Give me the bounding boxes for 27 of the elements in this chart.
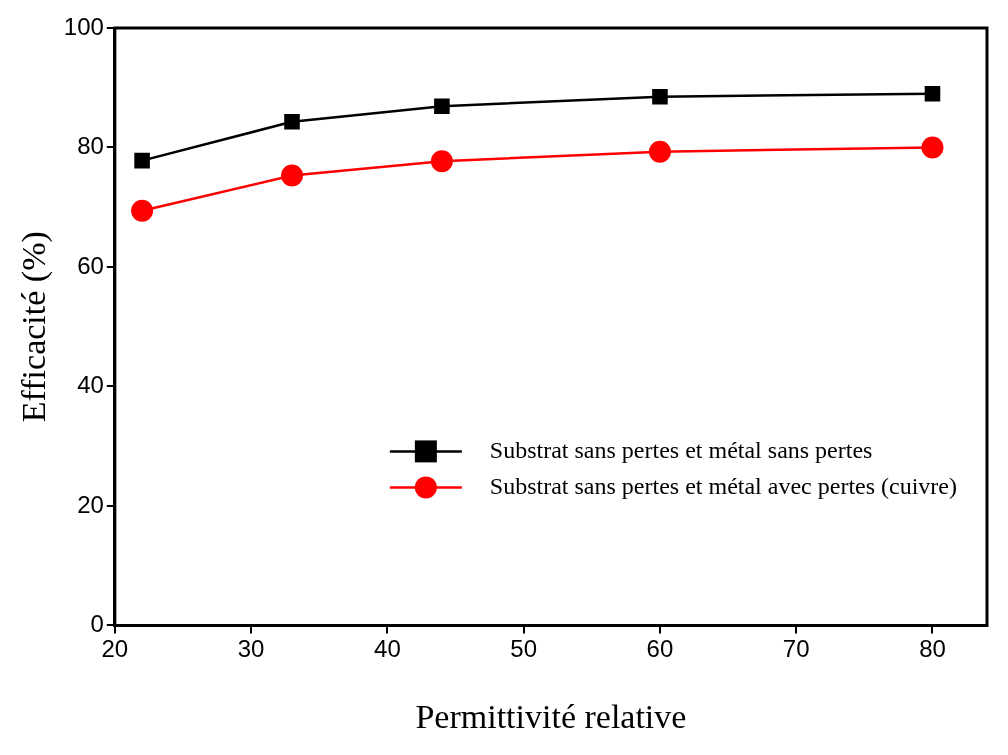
y-tick-label: 100 — [63, 12, 104, 40]
point — [434, 98, 450, 115]
point — [284, 114, 300, 130]
x-tick-label: 20 — [101, 635, 129, 663]
point — [648, 140, 671, 163]
point — [430, 150, 453, 173]
x-axis-title: Permittivité relative — [415, 697, 687, 735]
x-tick-label: 40 — [374, 635, 401, 663]
y-tick-label: 80 — [77, 132, 104, 160]
y-tick-label: 0 — [90, 610, 104, 638]
x-tick-label: 60 — [646, 635, 674, 663]
point — [924, 85, 941, 102]
x-tick-label: 50 — [510, 635, 538, 663]
legend-label: Substrat sans pertes et métal avec pertes (cuivre) — [489, 472, 958, 499]
x-tick-label: 80 — [919, 635, 946, 663]
x-tick-label: 30 — [237, 635, 265, 663]
point — [921, 136, 944, 159]
y-axis-title: Efficacité (%) — [15, 231, 54, 423]
y-tick-label: 20 — [77, 490, 104, 518]
point — [281, 164, 303, 187]
legend-label: Substrat sans pertes et métal sans pertes — [489, 436, 873, 463]
y-tick-label: 60 — [77, 251, 104, 279]
point — [134, 152, 150, 169]
point — [131, 199, 154, 222]
x-tick-label: 70 — [782, 635, 810, 663]
y-tick-label: 40 — [77, 371, 104, 399]
point — [652, 88, 668, 105]
